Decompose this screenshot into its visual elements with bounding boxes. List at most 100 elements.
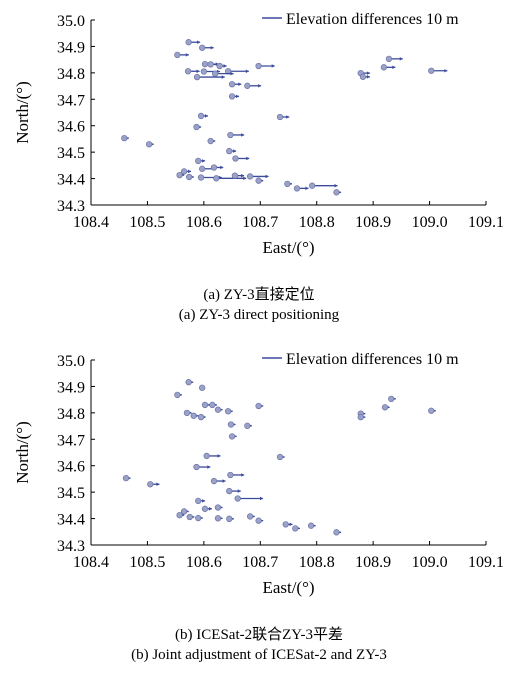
data-point [180, 168, 188, 175]
data-point [333, 529, 340, 536]
data-point [210, 477, 218, 485]
data-point [186, 173, 193, 181]
data-point [357, 413, 364, 421]
data-point [380, 64, 388, 71]
data-point [228, 81, 236, 88]
y-tick-label: 34.5 [57, 485, 85, 502]
x-tick-label: 108.5 [129, 214, 165, 231]
legend-label: Elevation differences 10 m [286, 11, 459, 28]
x-tick-label: 108.7 [242, 554, 278, 571]
x-tick-label: 109.0 [412, 554, 448, 571]
y-tick-label: 34.9 [57, 39, 85, 56]
arrow-head [220, 165, 224, 170]
data-point [428, 67, 435, 74]
arrow-head [235, 94, 239, 99]
arrow-head [208, 506, 212, 511]
x-tick-label: 108.7 [242, 214, 278, 231]
arrow-head [305, 186, 309, 191]
data-point [185, 379, 192, 386]
data-point [213, 175, 220, 182]
data-point [195, 157, 202, 165]
data-point [174, 391, 181, 399]
caption-b-en: (b) Joint adjustment of ICESat-2 and ZY-… [131, 647, 387, 663]
y-tick-label: 34.3 [57, 198, 85, 215]
data-point [203, 452, 210, 460]
legend-label: Elevation differences 10 m [286, 351, 459, 368]
x-axis-title: East/(°) [262, 238, 314, 257]
data-point [309, 182, 316, 189]
arrow-head [366, 71, 370, 75]
arrow-head [258, 84, 262, 88]
arrow-head [188, 169, 192, 174]
y-tick-label: 35.0 [57, 353, 85, 370]
data-point [255, 402, 262, 410]
data-point [255, 517, 262, 524]
data-point [276, 113, 284, 121]
data-point [307, 522, 315, 529]
x-tick-label: 109.0 [412, 214, 448, 231]
data-point [211, 70, 219, 77]
arrow-head [245, 69, 249, 74]
data-point [244, 82, 251, 89]
x-tick-label: 109.1 [468, 214, 504, 231]
data-point [195, 514, 202, 522]
data-point [201, 505, 209, 512]
data-point [226, 487, 233, 495]
x-tick-label: 108.8 [299, 554, 335, 571]
data-point [214, 406, 222, 413]
arrow-head [246, 156, 250, 161]
y-tick-label: 34.4 [57, 512, 85, 529]
data-point [224, 408, 232, 415]
arrow-head [202, 159, 206, 163]
data-point [292, 525, 299, 532]
data-point [184, 68, 192, 75]
data-point [209, 401, 216, 409]
data-point [197, 413, 205, 421]
arrow-head [207, 465, 211, 469]
x-tick-label: 109.1 [468, 554, 504, 571]
data-point [214, 515, 222, 522]
data-point [122, 474, 130, 482]
panel-a: 108.4 108.5 108.6 108.7 108.8 108.9 109.0 109.1… [13, 11, 504, 323]
arrow-head [241, 473, 245, 477]
data-point [197, 174, 205, 181]
scatter-plot-b: 108.4 108.5 108.6 108.7 108.8 108.9 109.0 109.1… [13, 351, 504, 597]
arrow-head [241, 173, 245, 178]
data-point [199, 44, 206, 51]
data-point [234, 495, 241, 502]
y-tick-label: 34.7 [57, 432, 85, 449]
x-tick-label: 108.9 [355, 214, 391, 231]
x-tick-label: 108.4 [73, 554, 109, 571]
y-axis-title: North/(°) [13, 421, 32, 484]
data-point [190, 412, 197, 419]
arrow-head [271, 64, 275, 68]
caption-a-en: (a) ZY-3 direct positioning [178, 307, 340, 323]
y-tick-label: 34.4 [57, 172, 85, 189]
x-axis-title: East/(°) [262, 578, 314, 597]
arrow-head [223, 64, 227, 68]
data-point [207, 61, 214, 68]
arrow-head [238, 82, 242, 87]
panel-b: 108.4 108.5 108.6 108.7 108.8 108.9 109.0 109.1… [0, 340, 518, 680]
x-tick-label: 108.6 [186, 554, 222, 571]
x-tick-label: 108.9 [355, 554, 391, 571]
data-point [183, 409, 191, 417]
arrow-head [222, 479, 226, 483]
data-point [246, 513, 254, 520]
data-point [276, 453, 284, 461]
data-point [216, 62, 223, 70]
data-point [201, 401, 209, 409]
data-point [193, 123, 200, 131]
data-point [428, 407, 435, 414]
data-point [228, 93, 236, 100]
arrow-head [197, 40, 201, 44]
arrow-head [334, 183, 338, 188]
x-tick-label: 108.8 [299, 214, 335, 231]
arrow-head [196, 69, 200, 74]
data-point [232, 155, 239, 162]
data-point [199, 384, 206, 391]
arrow-head [233, 149, 237, 153]
data-point [282, 521, 289, 528]
y-tick-label: 35.0 [57, 13, 85, 30]
arrow-head [217, 454, 221, 458]
